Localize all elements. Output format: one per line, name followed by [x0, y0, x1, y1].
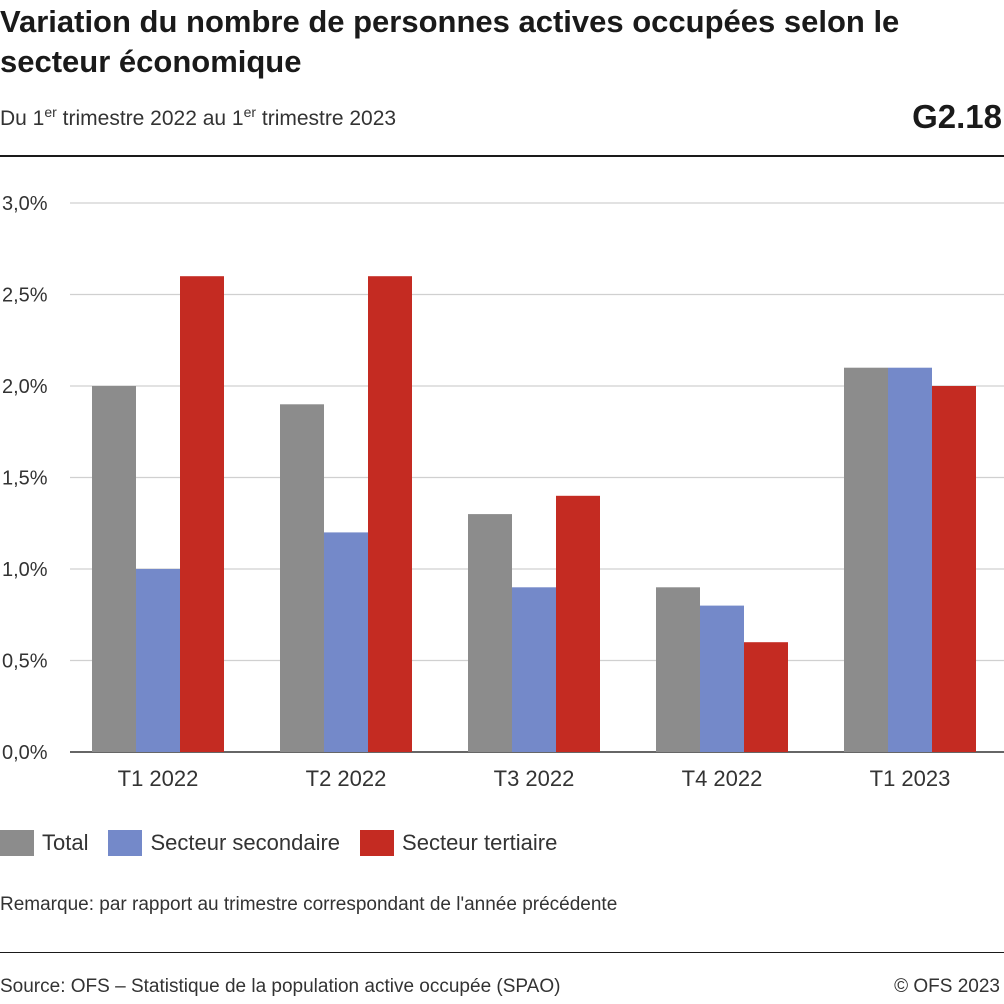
x-tick-label: T2 2022: [306, 766, 387, 791]
x-tick-label: T1 2023: [870, 766, 951, 791]
y-tick-label: 0,5%: [2, 651, 48, 673]
legend-item: Total: [0, 830, 88, 856]
bar-secteur-tertiaire: [368, 276, 412, 752]
legend-item: Secteur secondaire: [108, 830, 340, 856]
legend-label: Total: [42, 830, 89, 855]
y-tick-label: 1,5%: [2, 468, 48, 490]
figure-id: G2.18: [912, 98, 1002, 135]
bar-total: [844, 367, 888, 752]
x-tick-label: T4 2022: [682, 766, 763, 791]
legend-swatch: [360, 830, 395, 856]
bar-total: [280, 404, 324, 752]
y-tick-label: 0,0%: [2, 742, 48, 764]
legend-swatch: [108, 830, 143, 856]
bar-total: [656, 587, 700, 752]
legend-label: Secteur secondaire: [150, 830, 341, 855]
bar-secteur-tertiaire: [932, 386, 976, 752]
subtitle-superscript-1: er: [44, 104, 57, 120]
legend-item: Secteur tertiaire: [360, 830, 557, 856]
chart-title: Variation du nombre de personnes actives…: [0, 4, 900, 79]
bar-secteur-secondaire: [512, 587, 556, 752]
x-tick-label: T1 2022: [118, 766, 199, 791]
y-tick-label: 2,5%: [2, 285, 48, 307]
y-tick-label: 2,0%: [2, 376, 48, 398]
copyright-note: © OFS 2023: [894, 976, 1000, 997]
chart-remark: Remarque: par rapport au trimestre corre…: [0, 894, 618, 915]
bar-chart: 0,0% 0,5% 1,0% 1,5% 2,0% 2,5% 3,0% T1 2022 T2 20…: [2, 193, 1004, 791]
bar-secteur-secondaire: [700, 605, 744, 752]
bar-secteur-secondaire: [324, 532, 368, 752]
chart-legend: Total Secteur secondaire Secteur tertiaire: [0, 830, 577, 856]
header-divider: [0, 155, 1004, 157]
y-tick-label: 1,0%: [2, 559, 48, 581]
subtitle-part-3: trimestre 2023: [256, 107, 397, 130]
y-tick-label: 3,0%: [2, 193, 48, 215]
chart-subtitle: Du 1er trimestre 2022 au 1er trimestre 2…: [0, 104, 396, 131]
legend-swatch: [0, 830, 34, 856]
subtitle-part-2: trimestre 2022 au 1: [56, 107, 244, 130]
source-note: Source: OFS – Statistique de la populati…: [0, 976, 561, 997]
bar-total: [468, 514, 512, 752]
x-tick-label: T3 2022: [494, 766, 575, 791]
bar-secteur-tertiaire: [556, 495, 600, 752]
subtitle-part-1: Du 1: [0, 107, 45, 130]
bar-secteur-tertiaire: [180, 276, 224, 752]
bar-total: [92, 386, 136, 752]
bar-secteur-secondaire: [888, 367, 932, 752]
footer-divider: [0, 952, 1004, 953]
bar-secteur-tertiaire: [744, 642, 788, 752]
legend-label: Secteur tertiaire: [402, 830, 558, 855]
subtitle-superscript-2: er: [243, 104, 257, 120]
bar-secteur-secondaire: [136, 569, 180, 752]
